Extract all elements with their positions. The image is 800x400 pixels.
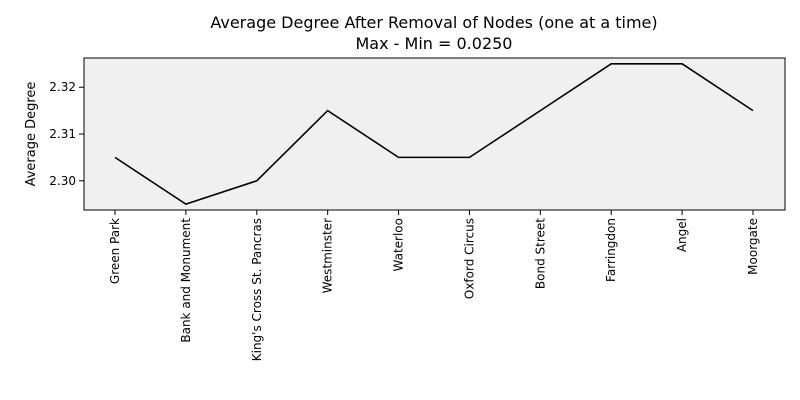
- x-tick-label: King's Cross St. Pancras: [250, 218, 264, 361]
- y-tick-label: 2.30: [49, 174, 76, 188]
- x-tick-label: Waterloo: [392, 218, 406, 272]
- x-tick-label: Bank and Monument: [179, 218, 193, 343]
- x-tick-label: Green Park: [108, 218, 122, 284]
- y-axis-ticks: 2.30 2.31 2.32: [49, 80, 84, 188]
- x-tick-label: Angel: [675, 218, 689, 252]
- series-line: [114, 63, 754, 206]
- chart-title: Average Degree After Removal of Nodes (o…: [210, 13, 657, 32]
- y-axis-label: Average Degree: [24, 82, 39, 187]
- plot-area: [84, 58, 785, 210]
- x-tick-label: Oxford Circus: [462, 218, 476, 299]
- x-tick-label: Westminster: [321, 218, 335, 293]
- x-tick-label: Bond Street: [533, 218, 547, 289]
- y-tick-label: 2.31: [49, 127, 76, 141]
- y-tick-label: 2.32: [49, 80, 76, 94]
- x-axis-ticks: Green Park Bank and Monument King's Cross …: [108, 210, 760, 361]
- x-tick-label: Moorgate: [746, 218, 760, 275]
- x-tick-label: Farringdon: [604, 218, 618, 282]
- plot-frame: [83, 57, 786, 211]
- chart-subtitle: Max - Min = 0.0250: [356, 34, 513, 53]
